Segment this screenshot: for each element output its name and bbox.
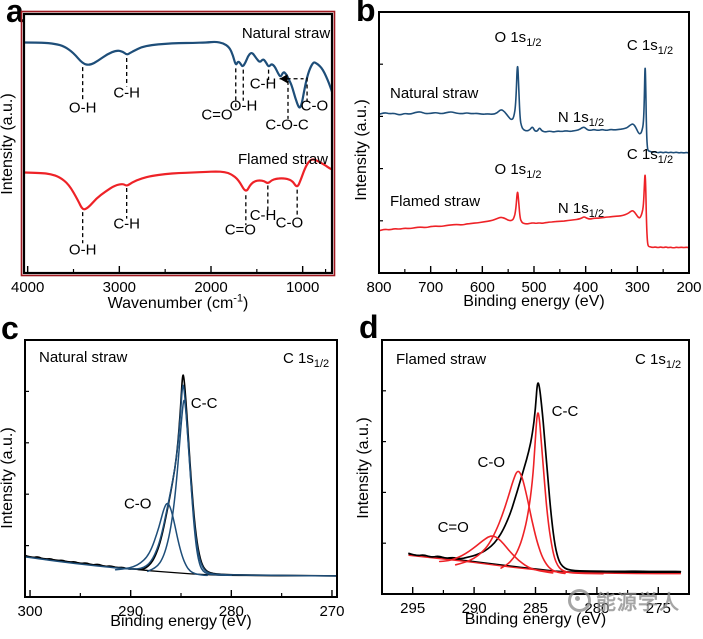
panel-a-letter: a <box>6 0 24 29</box>
svg-text:280: 280 <box>584 600 609 617</box>
svg-text:C-H: C-H <box>113 215 140 232</box>
svg-text:800: 800 <box>366 279 391 296</box>
peak-label-o1s-natural: O 1s1/2 <box>494 29 542 49</box>
svg-text:400: 400 <box>573 279 598 296</box>
panel-c-corner-c1s-label: C 1s1/2 <box>283 350 330 370</box>
svg-text:C-O: C-O <box>124 495 152 512</box>
panel-d-c1s-flamed-plot: 295 290 285 280 275 C-C C-O C=O <box>381 339 690 617</box>
corner-label-sub: 1/2 <box>313 358 330 370</box>
svg-text:4000: 4000 <box>11 279 44 296</box>
svg-text:270: 270 <box>319 603 344 620</box>
svg-text:C-H: C-H <box>250 76 277 93</box>
peak-label-main: C 1s <box>626 146 658 163</box>
peak-label-sub: 1/2 <box>588 208 605 220</box>
svg-text:280: 280 <box>219 603 244 620</box>
peak-label-n1s-natural: N 1s1/2 <box>557 109 605 129</box>
peak-label-sub: 1/2 <box>657 45 674 57</box>
panel-d-title-flamed-straw: Flamed straw <box>396 351 487 368</box>
svg-text:290: 290 <box>118 603 143 620</box>
panel-a-x-axis-title: Wavenumber (cm-1) <box>24 292 332 313</box>
watermark-text: 能源学人 <box>596 592 680 614</box>
svg-text:C-O: C-O <box>276 215 304 232</box>
svg-text:275: 275 <box>646 600 671 617</box>
svg-text:O-H: O-H <box>230 97 258 114</box>
peak-label-sub: 1/2 <box>526 37 542 49</box>
peak-label-main: O 1s <box>494 161 527 178</box>
panel-b-xps-survey-plot: 800 700 600 500 400 300 200 <box>366 11 702 296</box>
panel-c-c1s-natural-plot: 300 290 280 270 C-C C-O <box>18 339 344 620</box>
svg-text:1000: 1000 <box>286 279 319 296</box>
xlabel-close: ) <box>243 295 249 312</box>
corner-label-main: C 1s <box>283 350 314 367</box>
svg-text:C=O: C=O <box>225 222 256 239</box>
svg-text:600: 600 <box>470 279 495 296</box>
xlabel-text: Wavenumber (cm <box>107 295 234 312</box>
watermark: 能源学人 <box>568 586 680 615</box>
peak-label-main: N 1s <box>557 200 589 217</box>
peak-label-c1s-natural: C 1s1/2 <box>626 37 674 57</box>
svg-text:C=O: C=O <box>201 107 232 124</box>
panel-c-letter: c <box>1 310 19 346</box>
svg-text:500: 500 <box>521 279 546 296</box>
panel-b-flamed-straw-label: Flamed straw <box>390 193 481 210</box>
svg-text:O-H: O-H <box>69 241 97 258</box>
panel-b-letter: b <box>356 0 376 28</box>
peak-label-n1s-flamed: N 1s1/2 <box>557 200 605 220</box>
svg-text:C-H: C-H <box>113 84 140 101</box>
svg-text:C=O: C=O <box>438 519 469 536</box>
svg-text:C-O-C: C-O-C <box>265 116 308 133</box>
svg-text:295: 295 <box>400 600 425 617</box>
panel-c-x-axis-title: Binding energy (eV) <box>110 613 252 630</box>
peak-label-o1s-flamed: O 1s1/2 <box>494 161 542 181</box>
panel-c-y-axis-title: Intensity (a.u.) <box>0 427 16 529</box>
panel-b-x-axis-title: Binding energy (eV) <box>463 293 605 310</box>
svg-text:C-C: C-C <box>191 395 218 412</box>
panel-b-natural-straw-label: Natural straw <box>390 85 479 102</box>
panel-d-corner-c1s-label: C 1s1/2 <box>635 351 682 371</box>
corner-label-sub: 1/2 <box>665 359 682 371</box>
peak-label-main: O 1s <box>494 29 527 46</box>
svg-text:200: 200 <box>676 279 701 296</box>
peak-label-sub: 1/2 <box>588 117 605 129</box>
panel-c-title-natural-straw: Natural straw <box>39 349 128 366</box>
panel-d-letter: d <box>359 309 379 345</box>
svg-text:285: 285 <box>523 600 548 617</box>
svg-text:2000: 2000 <box>194 279 227 296</box>
svg-text:C-O: C-O <box>301 97 329 114</box>
peak-label-c1s-flamed: C 1s1/2 <box>626 146 674 166</box>
svg-text:C-H: C-H <box>250 207 277 224</box>
svg-text:C-C: C-C <box>552 403 579 420</box>
corner-label-main: C 1s <box>635 351 666 368</box>
peak-label-main: C 1s <box>626 37 658 54</box>
panel-a-ftir-plot: 4000 3000 2000 1000O-HC-HC=OO-HC-HC-O-CC-OO… <box>11 10 336 296</box>
panel-a-y-axis-title: Intensity (a.u.) <box>0 93 16 195</box>
panel-a-natural-straw-label: Natural straw <box>241 25 331 42</box>
panel-d-y-axis-title: Intensity (a.u.) <box>355 417 372 519</box>
panel-b-y-axis-title: Intensity (a.u.) <box>353 99 370 201</box>
svg-text:O-H: O-H <box>69 99 97 116</box>
svg-text:300: 300 <box>18 603 43 620</box>
svg-text:290: 290 <box>462 600 487 617</box>
peak-label-sub: 1/2 <box>526 169 542 181</box>
svg-text:700: 700 <box>418 279 443 296</box>
peak-label-main: N 1s <box>557 109 589 126</box>
panel-d-x-axis-title: Binding energy (eV) <box>464 611 607 628</box>
xlabel-superscript: -1 <box>233 292 244 305</box>
svg-text:C-O: C-O <box>478 454 506 471</box>
svg-text:300: 300 <box>625 279 650 296</box>
panel-a-flamed-straw-label: Flamed straw <box>237 151 329 168</box>
svg-text:3000: 3000 <box>103 279 136 296</box>
peak-label-sub: 1/2 <box>657 154 674 166</box>
watermark-logo-icon <box>568 589 591 612</box>
